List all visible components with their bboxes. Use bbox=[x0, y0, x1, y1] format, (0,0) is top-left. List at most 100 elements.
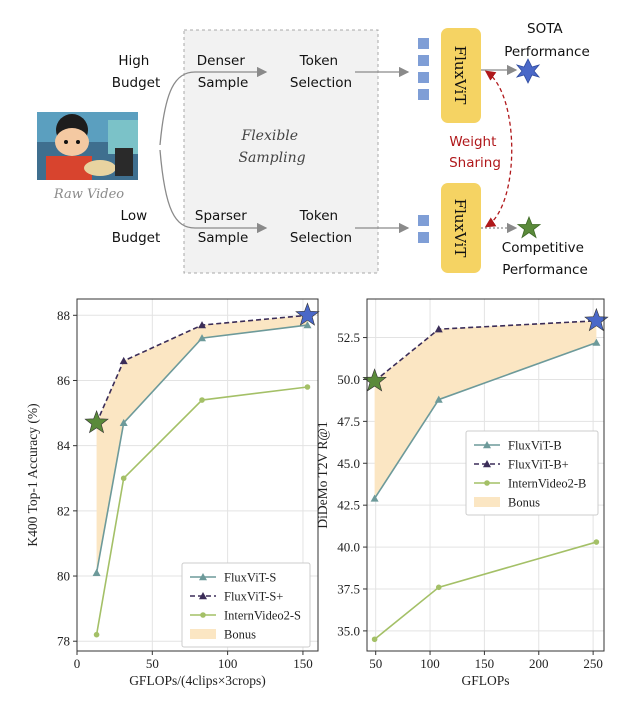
data-point bbox=[303, 321, 312, 329]
weight-sharing-label: Weight Sharing bbox=[449, 134, 501, 171]
x-tick-label: 100 bbox=[420, 656, 440, 671]
y-tick-label: 50.0 bbox=[337, 372, 360, 387]
y-tick-label: 40.0 bbox=[337, 540, 360, 555]
legend-label: FluxViT-S+ bbox=[224, 590, 283, 604]
x-tick-label: 50 bbox=[369, 656, 382, 671]
legend-label: FluxViT-B bbox=[508, 439, 562, 453]
legend-label: Bonus bbox=[224, 628, 256, 642]
y-tick-label: 42.5 bbox=[337, 498, 360, 513]
bonus-area bbox=[96, 315, 308, 573]
fluxvit-box-high bbox=[441, 28, 481, 123]
y-tick-label: 88 bbox=[57, 308, 70, 323]
low-budget-label: Low Budget bbox=[112, 208, 161, 246]
legend-box bbox=[181, 562, 311, 648]
data-point bbox=[592, 338, 601, 346]
y-tick-label: 78 bbox=[57, 634, 70, 649]
data-point bbox=[198, 334, 207, 342]
y-axis-label: DiDeMo T2V R@1 bbox=[315, 421, 330, 528]
highlight-star-icon bbox=[84, 410, 109, 434]
plot-frame bbox=[366, 298, 605, 652]
x-tick-label: 100 bbox=[218, 656, 238, 671]
sota-star-icon bbox=[515, 58, 541, 84]
y-tick-label: 45.0 bbox=[337, 456, 360, 471]
fluxvit-label-low: FluxViT bbox=[451, 199, 469, 258]
series-line-FluxViT-S bbox=[95, 324, 308, 573]
sota-performance-label: SOTA Performance bbox=[504, 21, 590, 60]
x-tick-label: 200 bbox=[529, 656, 549, 671]
legend-marker bbox=[483, 460, 491, 468]
legend-box bbox=[465, 430, 599, 516]
highlight-star-icon bbox=[584, 307, 609, 332]
highlight-star-icon bbox=[362, 368, 387, 392]
y-tick-label: 80 bbox=[57, 569, 70, 584]
highlight-star-icon bbox=[295, 302, 320, 326]
denser-sample-label: Denser Sample bbox=[197, 53, 249, 91]
data-point bbox=[593, 539, 600, 545]
token-selection-label-high: Token Selection bbox=[290, 53, 352, 91]
data-point bbox=[119, 418, 128, 427]
raw-video-label: Raw Video bbox=[53, 187, 124, 202]
k400-accuracy-chart: 0 50 100 150 78 80 82 84 86 88 GFLOPs/(4clips×3cro… bbox=[25, 298, 320, 688]
data-point bbox=[119, 356, 128, 365]
data-point bbox=[199, 397, 205, 403]
low-branch-curve bbox=[159, 149, 268, 234]
legend-marker bbox=[484, 480, 490, 486]
x-axis-label: GFLOPs/(4clips×3crops) bbox=[129, 673, 266, 688]
y-tick-label: 37.5 bbox=[337, 581, 360, 596]
legend-label: InternVideo2-B bbox=[508, 477, 586, 491]
plot-frame bbox=[76, 298, 319, 652]
x-tick-label: 250 bbox=[583, 656, 603, 671]
y-tick-label: 84 bbox=[57, 438, 71, 453]
data-point bbox=[93, 631, 100, 638]
tokens-low bbox=[418, 215, 429, 243]
legend-label: Bonus bbox=[508, 496, 540, 510]
data-point bbox=[120, 475, 127, 482]
bonus-area bbox=[374, 320, 597, 499]
y-tick-label: 35.0 bbox=[337, 623, 360, 638]
data-point bbox=[371, 636, 378, 643]
didemo-recall-chart: 50 100 150 200 250 35.0 37.5 40.0 42.5 45.0 47.5 50… bbox=[315, 298, 609, 688]
series-line-InternVideo2-S bbox=[95, 386, 308, 635]
competitive-performance-label: Competitive Performance bbox=[502, 240, 588, 278]
series-line-FluxViT-S+ bbox=[95, 314, 308, 424]
raw-video-thumbnail bbox=[37, 112, 138, 180]
y-tick-label: 47.5 bbox=[337, 414, 360, 429]
data-point bbox=[434, 395, 443, 403]
token-selection-label-low: Token Selection bbox=[290, 208, 352, 246]
legend-marker bbox=[483, 441, 491, 449]
flexible-sampling-panel bbox=[183, 29, 379, 274]
data-point bbox=[435, 584, 442, 591]
high-branch-curve bbox=[159, 66, 268, 146]
legend-swatch bbox=[190, 629, 216, 639]
x-tick-label: 50 bbox=[146, 656, 159, 671]
high-budget-label: High Budget bbox=[112, 53, 161, 91]
legend-label: FluxViT-S bbox=[224, 571, 276, 585]
flexible-sampling-label: Flexible Sampling bbox=[238, 128, 305, 166]
fluxvit-label-high: FluxViT bbox=[451, 46, 469, 105]
legend-marker bbox=[199, 573, 207, 581]
series-line-InternVideo2-B bbox=[374, 541, 597, 640]
data-point bbox=[434, 325, 443, 333]
y-tick-label: 86 bbox=[57, 373, 71, 388]
fluxvit-box-low bbox=[441, 183, 481, 273]
x-tick-label: 150 bbox=[293, 656, 313, 671]
data-point bbox=[304, 384, 311, 390]
data-point bbox=[198, 321, 207, 329]
legend-label: FluxViT-B+ bbox=[508, 458, 569, 472]
x-tick-label: 0 bbox=[74, 656, 81, 671]
y-axis-label: K400 Top-1 Accuracy (%) bbox=[25, 403, 40, 546]
legend-swatch bbox=[474, 497, 500, 507]
legend-marker bbox=[200, 612, 206, 618]
competitive-star-icon bbox=[516, 215, 542, 239]
sparser-sample-label: Sparser Sample bbox=[195, 208, 251, 246]
sampling-diagram: Raw Video High Budget Low Budget Denser … bbox=[37, 21, 590, 278]
legend-label: InternVideo2-S bbox=[224, 609, 301, 623]
weight-sharing-arrow bbox=[484, 70, 513, 228]
y-tick-label: 52.5 bbox=[337, 330, 360, 345]
data-point bbox=[370, 494, 379, 502]
x-tick-label: 150 bbox=[475, 656, 495, 671]
tokens-high bbox=[418, 38, 429, 100]
y-tick-label: 82 bbox=[57, 503, 70, 518]
x-axis-label: GFLOPs bbox=[461, 673, 509, 688]
